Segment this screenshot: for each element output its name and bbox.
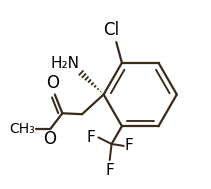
- Text: H₂N: H₂N: [50, 56, 79, 71]
- Text: F: F: [87, 130, 96, 145]
- Text: F: F: [125, 138, 134, 153]
- Text: F: F: [105, 163, 114, 178]
- Text: CH₃: CH₃: [9, 122, 35, 136]
- Text: O: O: [46, 74, 60, 92]
- Text: Cl: Cl: [104, 21, 120, 39]
- Text: O: O: [43, 130, 56, 148]
